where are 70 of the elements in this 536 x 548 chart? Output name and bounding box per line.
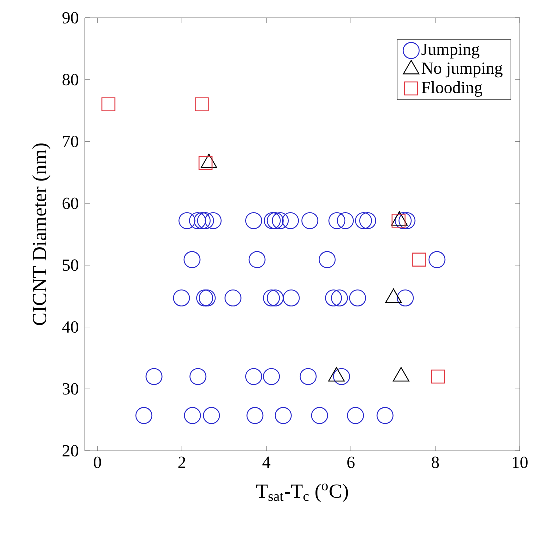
y-tick-label: 70 <box>63 136 78 148</box>
y-tick-label: 90 <box>62 12 78 24</box>
x-tick-label: 2 <box>178 456 186 468</box>
point <box>203 407 220 424</box>
point <box>248 251 266 268</box>
point <box>349 290 366 307</box>
point <box>263 290 280 307</box>
x-axis-title: T$_{sat}$-T$_{c}$ ($^{o}$C) <box>256 484 348 502</box>
point <box>184 251 201 268</box>
x-tick-label: 6 <box>348 456 355 468</box>
point <box>398 212 416 230</box>
x-tick-label: 0 <box>94 456 102 468</box>
point <box>189 212 206 230</box>
point <box>311 407 328 424</box>
point <box>397 290 414 307</box>
x-tick-label: 10 <box>513 456 528 468</box>
point <box>246 407 264 424</box>
y-tick-label: 20 <box>62 445 78 457</box>
y-axis-title: CICNT Diameter (nm) <box>32 144 51 326</box>
point <box>102 98 116 112</box>
point <box>355 212 372 230</box>
point <box>300 368 317 386</box>
point <box>272 212 289 230</box>
point <box>333 368 350 386</box>
x-tick-label: 4 <box>262 456 271 468</box>
point <box>412 252 426 267</box>
y-tick-label: 80 <box>62 74 78 86</box>
point <box>428 251 446 268</box>
point <box>431 370 446 384</box>
y-tick-label: 60 <box>62 198 78 210</box>
point <box>263 368 280 386</box>
point <box>196 290 214 307</box>
legend-label: No jumping <box>422 62 503 78</box>
point <box>328 212 346 230</box>
legend-label: Jumping <box>422 44 480 59</box>
point <box>337 212 354 230</box>
point <box>325 290 342 307</box>
point <box>394 212 412 230</box>
point <box>197 212 214 230</box>
y-tick-label: 30 <box>62 383 78 395</box>
point <box>347 407 364 424</box>
point <box>275 407 292 424</box>
point <box>245 368 262 386</box>
point <box>376 407 394 424</box>
point <box>302 212 319 230</box>
point <box>282 212 300 230</box>
point <box>224 290 242 307</box>
point <box>267 212 284 230</box>
point <box>318 251 336 268</box>
legend-label: Flooding <box>422 82 482 97</box>
point <box>204 212 222 230</box>
point <box>195 98 209 112</box>
y-tick-label: 40 <box>62 322 78 334</box>
point <box>146 368 163 386</box>
point <box>178 212 196 230</box>
point <box>283 290 300 307</box>
point <box>267 290 284 307</box>
point <box>264 212 281 230</box>
y-tick-label: 50 <box>63 260 78 272</box>
point <box>194 212 211 230</box>
point <box>190 368 207 386</box>
point <box>199 290 216 307</box>
x-tick-label: 8 <box>432 456 440 468</box>
point <box>198 156 213 170</box>
point <box>245 212 262 230</box>
point <box>331 290 348 307</box>
point <box>136 407 153 424</box>
point <box>173 290 190 307</box>
point <box>360 212 376 230</box>
point <box>184 407 202 424</box>
